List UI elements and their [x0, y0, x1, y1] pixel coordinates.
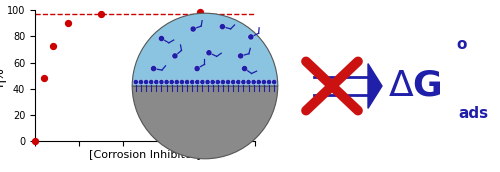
Circle shape [230, 79, 235, 85]
Circle shape [206, 50, 212, 56]
Circle shape [174, 79, 180, 85]
Text: o: o [456, 37, 466, 52]
Circle shape [241, 79, 246, 85]
Circle shape [210, 79, 215, 85]
Point [97, 13, 105, 16]
Point [48, 44, 56, 47]
Polygon shape [368, 64, 382, 108]
Circle shape [190, 79, 194, 85]
Circle shape [150, 66, 156, 72]
Circle shape [220, 79, 226, 85]
Circle shape [200, 79, 205, 85]
Circle shape [158, 36, 164, 41]
Circle shape [190, 26, 196, 32]
Y-axis label: η%: η% [0, 66, 6, 86]
Point [64, 22, 72, 25]
Circle shape [266, 79, 272, 85]
Circle shape [242, 66, 248, 72]
Circle shape [180, 79, 184, 85]
Wedge shape [132, 13, 278, 86]
Wedge shape [132, 86, 278, 159]
Text: ads: ads [458, 106, 488, 121]
Circle shape [172, 53, 178, 59]
Point [40, 77, 48, 80]
Circle shape [238, 53, 244, 59]
Circle shape [148, 79, 154, 85]
Circle shape [154, 79, 159, 85]
Point [196, 10, 204, 13]
Circle shape [248, 34, 254, 40]
Circle shape [184, 79, 190, 85]
X-axis label: [Corrosion Inhibitor]: [Corrosion Inhibitor] [89, 149, 201, 159]
Circle shape [195, 79, 200, 85]
Circle shape [194, 66, 200, 72]
Circle shape [144, 79, 148, 85]
Circle shape [256, 79, 262, 85]
Circle shape [226, 79, 230, 85]
Text: $\Delta$G: $\Delta$G [388, 69, 442, 103]
Circle shape [246, 79, 251, 85]
Circle shape [205, 79, 210, 85]
Circle shape [164, 79, 169, 85]
Circle shape [220, 24, 226, 30]
Circle shape [216, 79, 220, 85]
Circle shape [169, 79, 174, 85]
Point [31, 140, 39, 142]
Circle shape [138, 79, 143, 85]
Circle shape [251, 79, 256, 85]
Circle shape [272, 79, 276, 85]
Circle shape [159, 79, 164, 85]
Circle shape [236, 79, 241, 85]
Circle shape [262, 79, 266, 85]
Circle shape [134, 79, 138, 85]
